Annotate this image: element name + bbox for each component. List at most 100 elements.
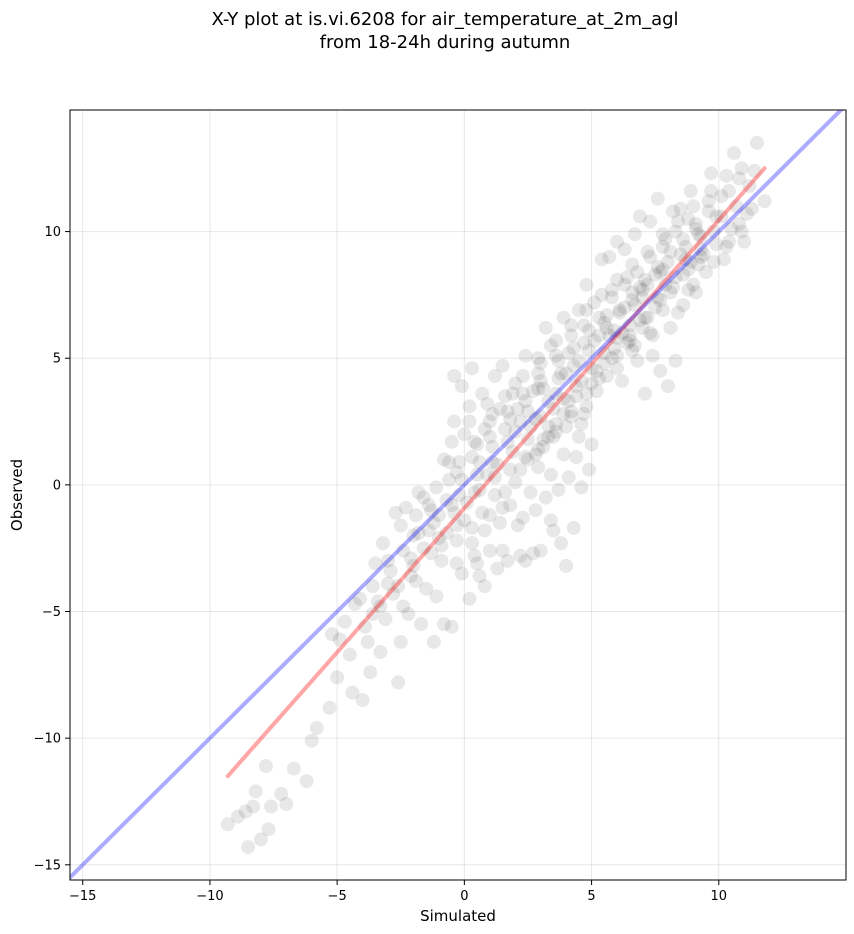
scatter-point — [342, 647, 357, 662]
scatter-point — [505, 386, 520, 401]
x-tick-label: −10 — [196, 889, 223, 904]
scatter-point — [648, 267, 663, 282]
scatter-point — [569, 389, 584, 404]
scatter-point — [454, 379, 469, 394]
scatter-point — [520, 404, 535, 419]
scatter-point — [447, 414, 462, 429]
scatter-point — [559, 558, 574, 573]
scatter-point — [604, 282, 619, 297]
scatter-point — [551, 482, 566, 497]
y-axis-ticks: −15 −10 −5 0 5 10 — [34, 225, 70, 873]
scatter-point — [452, 488, 467, 502]
scatter-point — [622, 318, 637, 333]
scatter-point — [686, 199, 701, 214]
scatter-point — [480, 467, 495, 482]
scatter-point — [434, 553, 449, 568]
scatter-point — [429, 589, 444, 604]
scatter-point — [523, 485, 538, 500]
scatter-point — [635, 320, 650, 335]
scatter-point — [515, 386, 530, 401]
scatter-point — [691, 227, 706, 242]
scatter-point — [482, 414, 497, 429]
scatter-point — [648, 300, 663, 315]
scatter-point — [431, 508, 446, 523]
scatter-point — [632, 209, 647, 224]
scatter-point — [515, 368, 530, 383]
scatter-point — [576, 318, 591, 333]
scatter-point — [576, 406, 591, 421]
scatter-point — [503, 462, 518, 477]
scatter-point — [640, 244, 655, 259]
scatter-point — [368, 556, 383, 571]
scatter-point — [655, 239, 670, 254]
scatter-point — [704, 166, 719, 181]
scatter-point — [640, 310, 655, 325]
scatter-point — [426, 634, 441, 649]
scatter-point — [431, 531, 446, 546]
scatter-point — [426, 515, 441, 530]
scatter-point — [546, 523, 561, 538]
scatter-point — [564, 328, 579, 343]
scatter-point — [365, 607, 380, 622]
scatter-points — [220, 135, 772, 855]
scatter-point — [576, 336, 591, 351]
scatter-point — [477, 422, 492, 437]
x-tick-label: −15 — [69, 889, 96, 904]
scatter-point — [602, 328, 617, 343]
scatter-point — [470, 467, 485, 482]
scatter-point — [513, 548, 528, 563]
scatter-point — [610, 234, 625, 249]
scatter-point — [464, 450, 479, 465]
scatter-point — [508, 376, 523, 391]
scatter-point — [561, 346, 576, 361]
scatter-point — [630, 353, 645, 368]
scatter-point — [564, 318, 579, 333]
scatter-point — [401, 607, 416, 622]
scatter-point — [683, 254, 698, 269]
scatter-point — [622, 328, 637, 343]
x-axis-ticks: −15 −10 −5 0 5 10 — [69, 880, 727, 904]
scatter-point — [503, 412, 518, 427]
scatter-point — [724, 222, 739, 237]
scatter-point — [279, 797, 294, 812]
scatter-point — [498, 389, 513, 404]
scatter-point — [444, 619, 459, 634]
scatter-point — [574, 417, 589, 432]
scatter-point — [467, 485, 482, 500]
scatter-point — [612, 305, 627, 320]
scatter-point — [732, 216, 747, 231]
scatter-point — [454, 472, 469, 487]
scatter-point — [574, 480, 589, 495]
scatter-point — [551, 353, 566, 368]
scatter-point — [490, 457, 505, 472]
scatter-point — [579, 303, 594, 318]
scatter-point — [462, 399, 477, 414]
y-tick-label: 10 — [44, 225, 61, 240]
scatter-point — [472, 569, 487, 584]
scatter-point — [757, 194, 772, 209]
scatter-point — [599, 368, 614, 383]
scatter-point — [734, 161, 749, 176]
scatter-point — [403, 551, 418, 566]
scatter-point — [640, 277, 655, 292]
scatter-point — [477, 523, 492, 538]
scatter-point — [668, 270, 683, 285]
x-tick-label: −5 — [328, 889, 347, 904]
scatter-point — [559, 419, 574, 434]
scatter-point — [462, 414, 477, 429]
scatter-point — [543, 338, 558, 353]
scatter-point — [373, 599, 388, 614]
scatter-point — [709, 209, 724, 224]
scatter-point — [503, 498, 518, 513]
scatter-point — [638, 272, 653, 287]
scatter-point — [238, 804, 253, 819]
scatter-point — [660, 379, 675, 394]
scatter-point — [421, 498, 436, 513]
scatter-point — [671, 305, 686, 320]
scatter-point — [370, 594, 385, 609]
scatter-point — [536, 381, 551, 396]
scatter-point — [643, 325, 658, 340]
scatter-point — [246, 799, 261, 814]
grid — [70, 110, 846, 880]
scatter-point — [531, 442, 546, 457]
